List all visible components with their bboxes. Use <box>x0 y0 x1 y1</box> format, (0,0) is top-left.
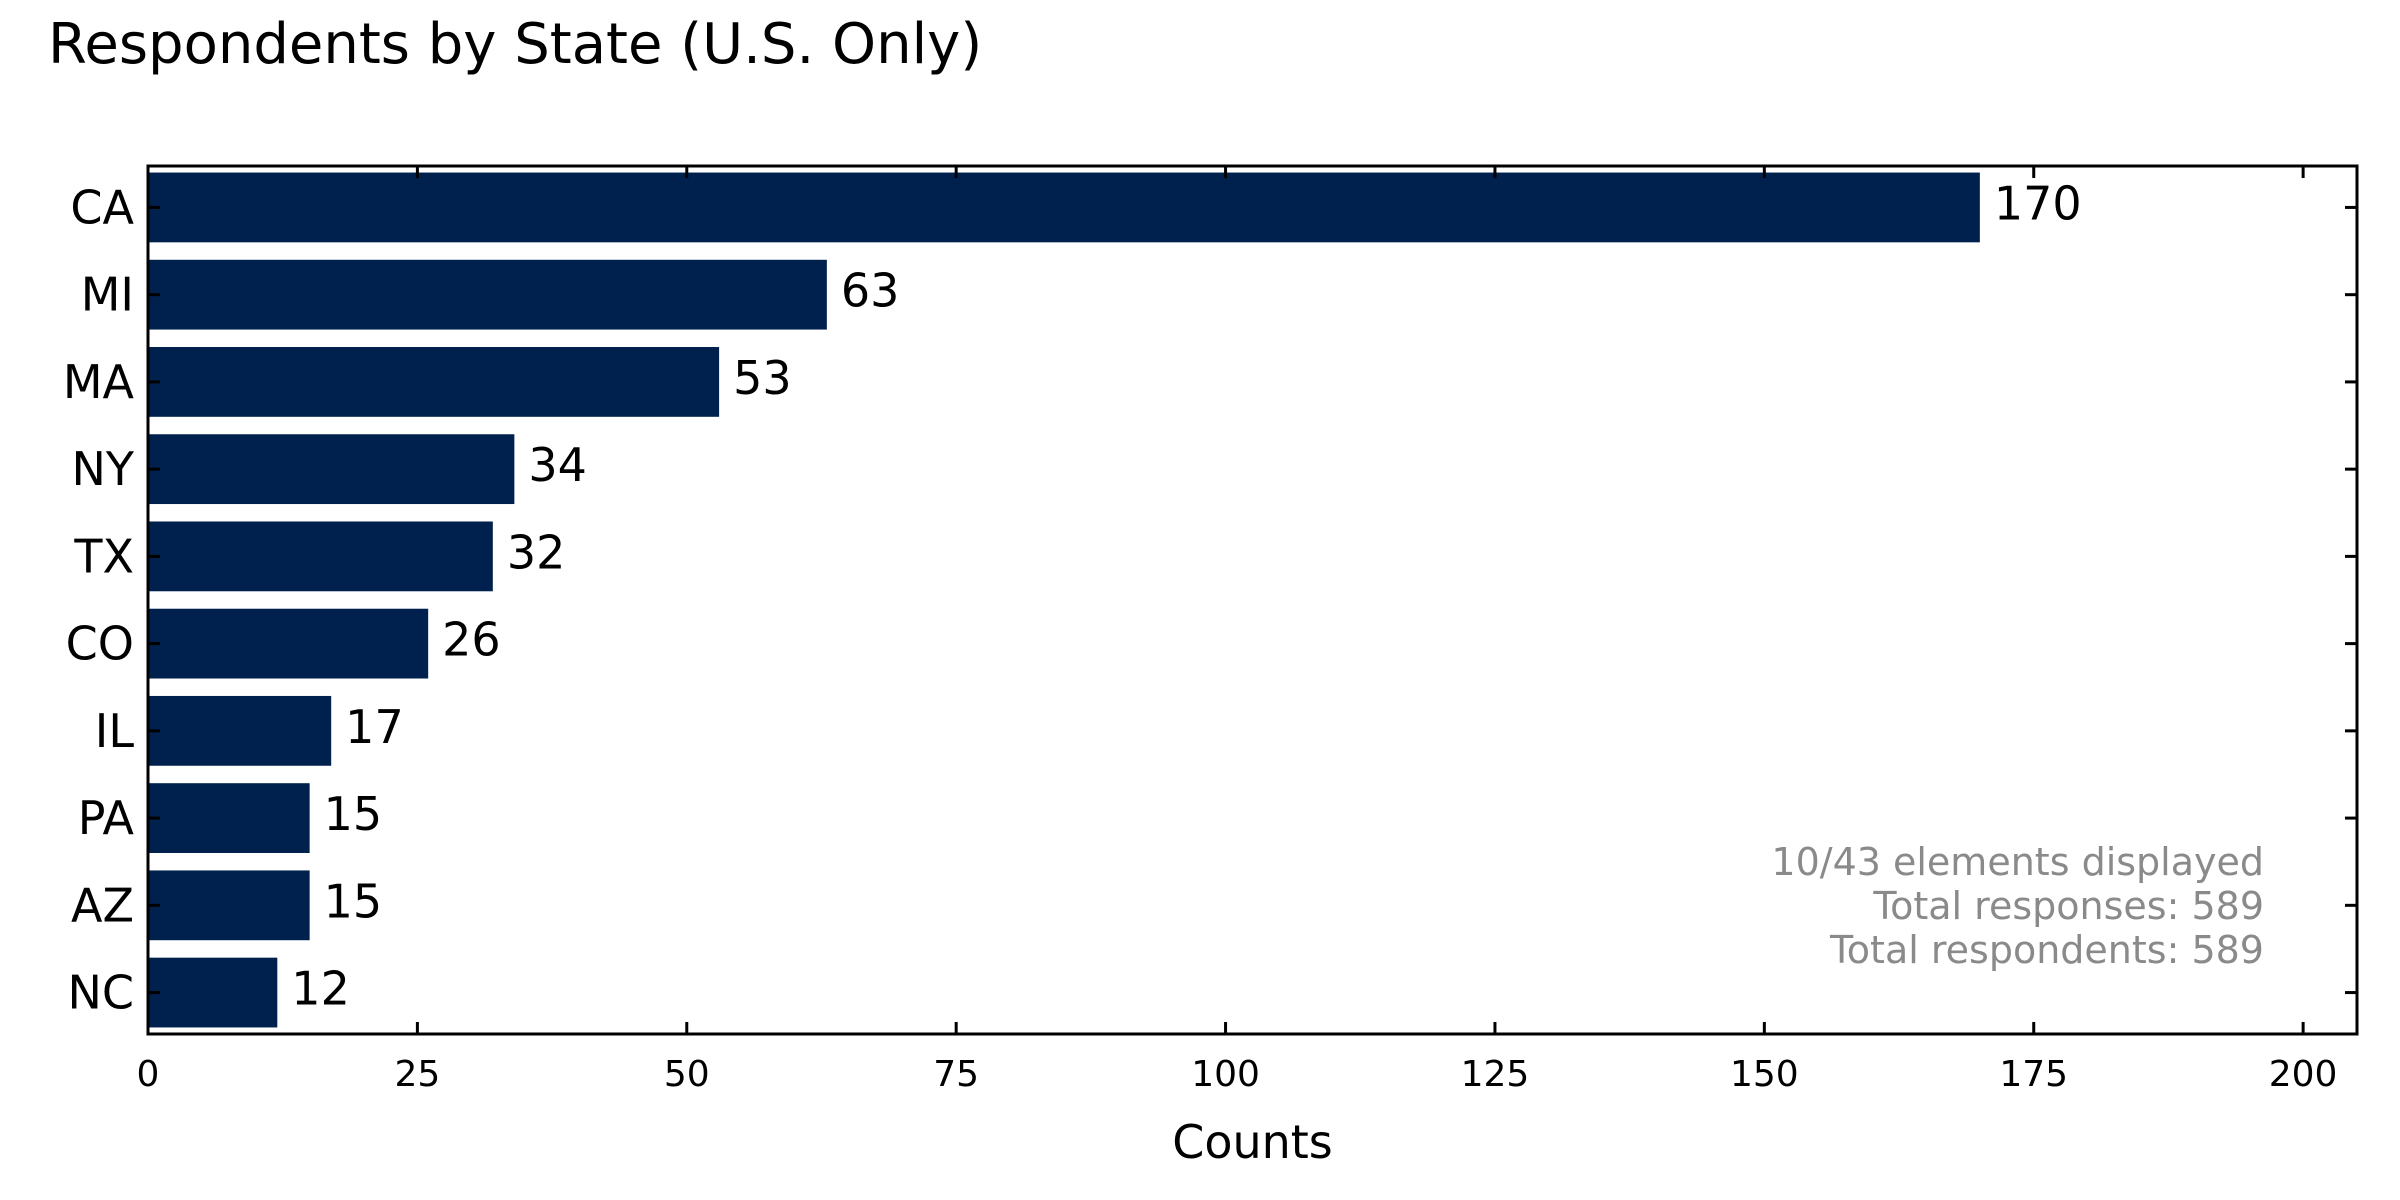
data-label-ma: 53 <box>733 351 792 405</box>
x-tick-label: 100 <box>1191 1054 1260 1095</box>
y-tick-label-co: CO <box>66 617 134 671</box>
y-tick-label-az: AZ <box>71 878 134 932</box>
x-tick-label: 200 <box>2269 1054 2338 1095</box>
bar-ca <box>148 172 1980 243</box>
x-tick-label: 150 <box>1730 1054 1799 1095</box>
bar-ma <box>148 347 720 417</box>
data-label-pa: 15 <box>324 787 383 841</box>
bar-mi <box>148 259 827 330</box>
data-label-nc: 12 <box>291 962 350 1016</box>
data-label-az: 15 <box>324 874 383 928</box>
y-tick-label-pa: PA <box>78 791 135 845</box>
y-tick-label-mi: MI <box>81 268 134 322</box>
bar-il <box>148 695 332 766</box>
data-label-il: 17 <box>345 700 404 754</box>
y-tick-label-ma: MA <box>63 355 135 409</box>
y-tick-label-il: IL <box>95 704 135 758</box>
y-tick-label-ny: NY <box>71 442 134 496</box>
y-tick-label-nc: NC <box>67 966 134 1020</box>
data-label-ca: 170 <box>1994 176 2082 230</box>
bar-co <box>148 608 429 679</box>
x-tick-label: 75 <box>933 1054 979 1095</box>
bar-nc <box>148 957 278 1028</box>
annotation-line-2: Total responses: 589 <box>1872 884 2264 928</box>
data-label-co: 26 <box>442 613 501 667</box>
y-tick-label-ca: CA <box>70 180 134 234</box>
annotation-line-3: Total respondents: 589 <box>1829 928 2264 972</box>
bar-az <box>148 870 310 941</box>
data-label-ny: 34 <box>528 438 587 492</box>
y-tick-label-tx: TX <box>73 529 134 583</box>
data-label-mi: 63 <box>841 264 900 318</box>
x-axis-label: Counts <box>1172 1115 1333 1169</box>
annotation-line-1: 10/43 elements displayed <box>1771 840 2264 884</box>
bar-ny <box>148 434 515 505</box>
x-tick-label: 0 <box>137 1054 160 1095</box>
x-tick-label: 50 <box>664 1054 710 1095</box>
plot-frame <box>146 164 2359 1036</box>
x-tick-label: 25 <box>394 1054 440 1095</box>
data-label-tx: 32 <box>507 525 566 579</box>
chart-title: Respondents by State (U.S. Only) <box>48 12 983 77</box>
bar-pa <box>148 783 310 853</box>
x-tick-label: 175 <box>1999 1054 2068 1095</box>
bar-tx <box>148 521 493 592</box>
x-tick-label: 125 <box>1461 1054 1530 1095</box>
